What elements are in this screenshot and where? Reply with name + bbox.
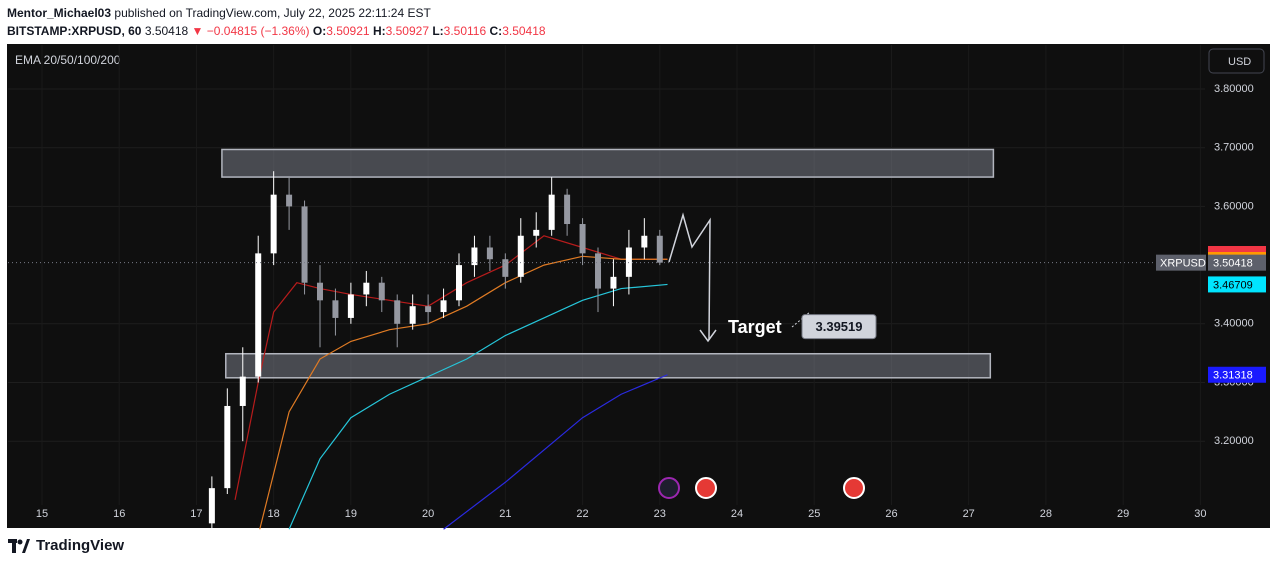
x-tick-label: 19 [345, 508, 357, 520]
price-label-box [1208, 254, 1266, 271]
brand-name: TradingView [36, 537, 125, 554]
symbol-line: BITSTAMP:XRPUSD, 60 3.50418 ▼ −0.04815 (… [7, 22, 546, 40]
y-tick-label: 3.70000 [1214, 142, 1254, 154]
candle-body [363, 282, 370, 295]
zone [225, 352, 992, 379]
x-tick-label: 27 [963, 508, 975, 520]
event-icon[interactable] [658, 477, 680, 499]
candle-body [656, 235, 663, 263]
publish-line: Mentor_Michael03 published on TradingVie… [7, 4, 546, 22]
symbol-label-box [1156, 254, 1206, 271]
candle-body [224, 405, 231, 489]
x-tick-label: 30 [1194, 508, 1206, 520]
price-label-box [1208, 366, 1266, 383]
indicator-label: EMA 20/50/100/200 [15, 53, 121, 67]
x-tick-label: 15 [36, 508, 48, 520]
candle-body [595, 253, 602, 289]
currency-button[interactable] [1208, 48, 1265, 74]
price-label-text: 3.31318 [1213, 370, 1253, 382]
price-label-box [1208, 276, 1266, 293]
x-tick-label: 22 [576, 508, 588, 520]
change: ▼ −0.04815 (−1.36%) [191, 24, 310, 38]
x-tick-label: 20 [422, 508, 434, 520]
event-icon[interactable] [843, 477, 865, 499]
candle-body [347, 294, 354, 318]
ema-line [259, 255, 668, 530]
candle-body [316, 282, 323, 301]
candle-body [502, 259, 509, 277]
y-tick-label: 3.20000 [1214, 435, 1254, 447]
published: published on TradingView.com, July 22, 2… [114, 6, 431, 20]
ohlc-key: O: [312, 24, 327, 38]
candle-body [641, 235, 648, 248]
ema-line [288, 283, 668, 530]
ohlc-key: C: [489, 24, 503, 38]
candle-body [409, 306, 416, 324]
x-tick-label: 24 [731, 508, 743, 520]
candle-body [610, 276, 617, 289]
candle-body [440, 300, 447, 313]
candle-body [255, 253, 262, 377]
candle-body [425, 306, 432, 313]
x-tick-label: 26 [885, 508, 897, 520]
y-tick-label: 3.60000 [1214, 200, 1254, 212]
symbol-label: XRPUSD [1160, 258, 1206, 270]
candle-body [486, 247, 493, 260]
price-label-text: 3.50418 [1213, 258, 1253, 270]
candle-body [301, 206, 308, 283]
ohlc-value: 3.50116 [443, 24, 487, 38]
x-tick-label: 28 [1040, 508, 1052, 520]
target-label: Target [728, 317, 782, 337]
last-price: 3.50418 [144, 24, 189, 38]
y-tick-label: 3.40000 [1214, 318, 1254, 330]
candle-body [517, 235, 524, 277]
candle-body [471, 247, 478, 266]
candle-body [378, 282, 385, 301]
candle-body [579, 224, 586, 254]
candle-body [455, 265, 462, 301]
price-label-text: 3.46709 [1213, 279, 1253, 291]
chart-background [7, 44, 1270, 528]
event-icon[interactable] [695, 477, 717, 499]
ohlc-key: L: [432, 24, 444, 38]
ema-line [443, 374, 668, 530]
projection-path [668, 212, 711, 341]
currency: USD [1228, 56, 1251, 68]
ohlc-key: H: [372, 24, 386, 38]
x-tick-label: 29 [1117, 508, 1129, 520]
candle-body [533, 229, 540, 236]
ohlc-value: 3.50927 [385, 24, 429, 38]
x-tick-label: 16 [113, 508, 125, 520]
brand-logo [8, 538, 30, 553]
x-tick-label: 21 [499, 508, 511, 520]
x-tick-label: 18 [268, 508, 280, 520]
candle-body [208, 488, 215, 524]
symbol: BITSTAMP:XRPUSD, 60 [7, 24, 142, 38]
author: Mentor_Michael03 [7, 6, 112, 20]
x-tick-label: 23 [654, 508, 666, 520]
candle-body [394, 300, 401, 324]
candle-body [332, 300, 339, 318]
candle-body [239, 376, 246, 406]
candle-body [286, 194, 293, 207]
y-tick-label: 3.80000 [1214, 83, 1254, 95]
x-tick-label: 25 [808, 508, 820, 520]
ohlc-value: 3.50921 [326, 24, 370, 38]
target-box [801, 314, 877, 340]
price-label [1208, 246, 1266, 252]
ema-line [234, 235, 668, 500]
candle-body [548, 194, 555, 230]
projection-arrow [699, 329, 717, 343]
header: Mentor_Michael03 published on TradingVie… [7, 4, 546, 40]
brand: TradingView [8, 537, 124, 554]
x-tick-label: 17 [190, 508, 202, 520]
candle-body [270, 194, 277, 254]
zone [221, 148, 995, 178]
target-value: 3.39519 [816, 319, 863, 334]
candle-body [564, 194, 571, 225]
ohlc-value: 3.50418 [502, 24, 546, 38]
